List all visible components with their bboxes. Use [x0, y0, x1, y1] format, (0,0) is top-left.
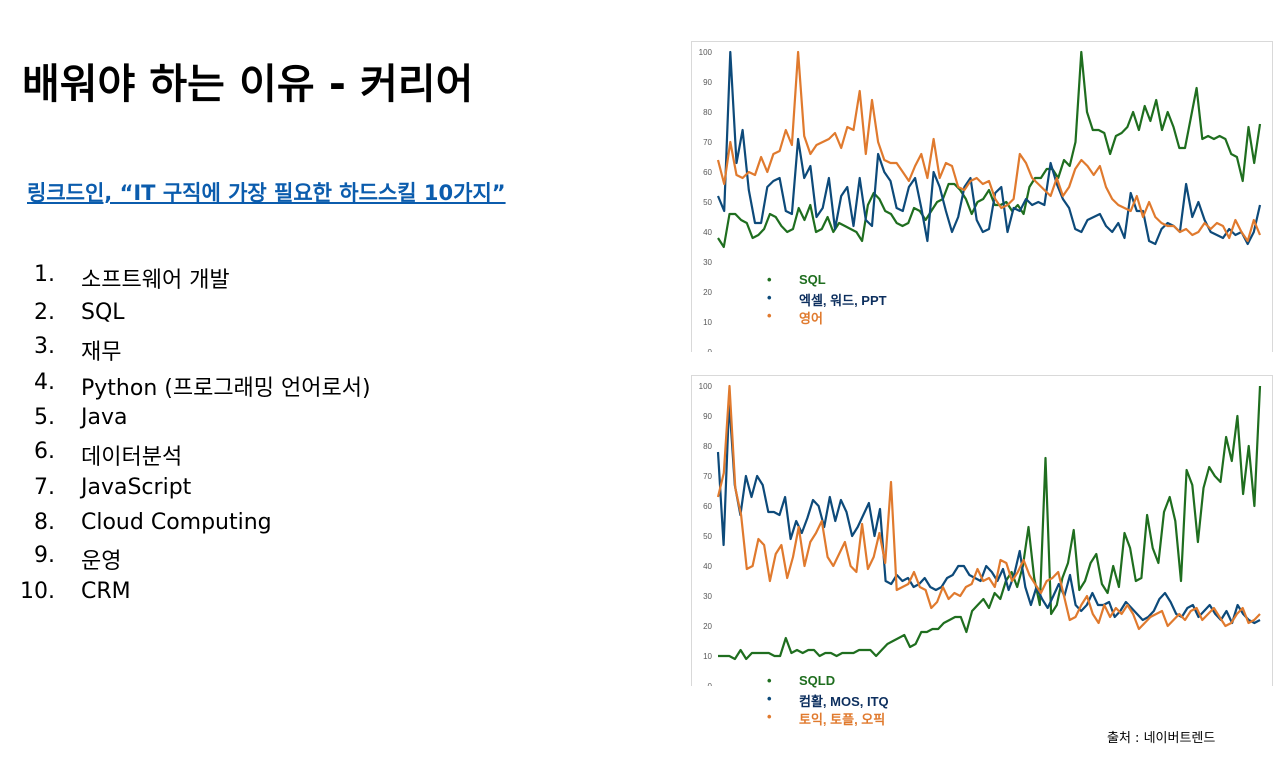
legend-label: 토익, 토플, 오픽 — [799, 712, 886, 727]
legend-bullet-icon: • — [767, 308, 772, 323]
slide-title: 배워야 하는 이유 - 커리어 — [22, 60, 474, 108]
list-item-number: 8. — [34, 510, 55, 535]
y-tick-label: 20 — [703, 288, 712, 297]
legend-label: SQL — [799, 272, 826, 287]
list-item-label: 재무 — [81, 340, 122, 365]
y-tick-label: 40 — [703, 228, 712, 237]
list-item-number: 6. — [34, 439, 55, 464]
legend-label: 엑셀, 워드, PPT — [799, 293, 887, 308]
list-item-label: Java — [81, 405, 128, 430]
y-tick-label: 50 — [703, 532, 712, 541]
y-tick-label: 30 — [703, 258, 712, 267]
list-item-label: SQL — [81, 300, 125, 325]
list-item-number: 3. — [34, 334, 55, 359]
list-item-label: 데이터분석 — [81, 445, 183, 470]
series-line-0 — [717, 50, 1262, 249]
y-tick-label: 100 — [699, 382, 713, 391]
list-item-label: 운영 — [81, 549, 122, 574]
list-item-label: Python (프로그래밍 언어로서) — [81, 376, 371, 401]
y-tick-label: 90 — [703, 78, 712, 87]
y-tick-label: 10 — [703, 652, 712, 661]
list-item-label: JavaScript — [81, 475, 192, 500]
list-item-label: Cloud Computing — [81, 510, 272, 535]
y-tick-label: 0 — [708, 348, 713, 352]
trend-chart-sql-plot: 0 10 20 30 40 50 60 70 80 90 100 — [699, 48, 1262, 352]
legend-bullet-icon: • — [767, 272, 772, 287]
trend-chart-sql: 0 10 20 30 40 50 60 70 80 90 100 • SQL • 엑셀, 워드, PPT… — [691, 41, 1273, 352]
series-line-1 — [716, 399, 1261, 625]
list-item-label: CRM — [81, 579, 131, 604]
list-item-number: 9. — [34, 543, 55, 568]
legend-bullet-icon: • — [767, 290, 772, 305]
series-line-1 — [716, 50, 1262, 246]
list-item-number: 7. — [34, 475, 55, 500]
series-line-0 — [718, 385, 1262, 661]
y-tick-label: 50 — [703, 198, 712, 207]
y-tick-label: 10 — [703, 318, 712, 327]
list-item-number: 4. — [34, 370, 55, 395]
y-tick-label: 70 — [703, 138, 712, 147]
y-tick-label: 60 — [703, 168, 712, 177]
list-item-number: 10. — [20, 579, 55, 604]
trend-chart-certificates: 0 10 20 30 40 50 60 70 80 90 100 • SQLD • 컴활, MOS, I… — [691, 375, 1273, 727]
series-line-2 — [716, 50, 1262, 243]
source-caption: 출처 : 네이버트렌드 — [1107, 731, 1216, 746]
list-item-number: 1. — [34, 262, 55, 287]
series-line-2 — [716, 384, 1261, 631]
y-tick-label: 40 — [703, 562, 712, 571]
legend-bullet-icon: • — [767, 673, 772, 688]
y-tick-label: 30 — [703, 592, 712, 601]
legend-label: 컴활, MOS, ITQ — [799, 694, 889, 709]
list-item-number: 5. — [34, 405, 55, 430]
y-tick-label: 20 — [703, 622, 712, 631]
y-tick-label: 0 — [708, 682, 713, 686]
list-item-number: 2. — [34, 300, 55, 325]
list-item-label: 소프트웨어 개발 — [81, 268, 230, 293]
y-tick-label: 70 — [703, 472, 712, 481]
y-tick-label: 90 — [703, 412, 712, 421]
legend-bullet-icon: • — [767, 691, 772, 706]
y-tick-label: 80 — [703, 442, 712, 451]
legend-label: 영어 — [799, 311, 823, 326]
legend-bullet-icon: • — [767, 709, 772, 724]
y-tick-label: 60 — [703, 502, 712, 511]
linkedin-article-link[interactable]: 링크드인, “IT 구직에 가장 필요한 하드스킬 10가지” — [27, 181, 506, 205]
legend-label: SQLD — [799, 673, 836, 688]
y-tick-label: 80 — [703, 108, 712, 117]
y-tick-label: 100 — [699, 48, 713, 57]
trend-chart-certificates-plot: 0 10 20 30 40 50 60 70 80 90 100 — [699, 382, 1262, 686]
